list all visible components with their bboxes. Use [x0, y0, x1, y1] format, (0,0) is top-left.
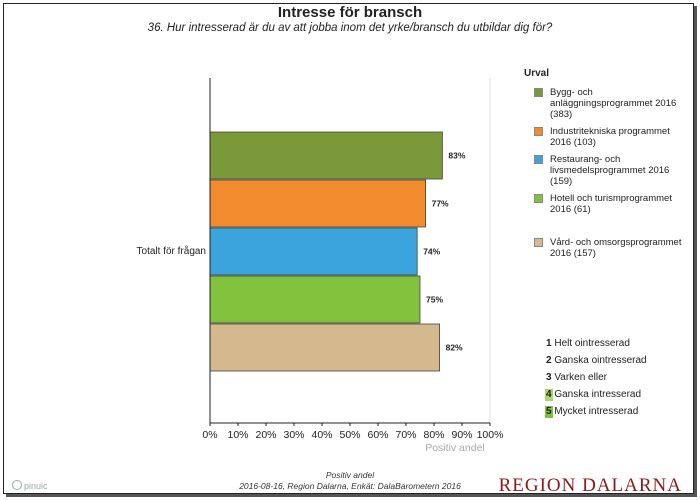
bar-series-5	[209, 323, 441, 372]
scale-label: Ganska intresserad	[551, 389, 642, 400]
x-tick-label: 80%	[423, 429, 444, 441]
scale-label: Helt ointresserad	[551, 338, 630, 349]
legend-swatch	[534, 127, 543, 136]
scale-item: 2 Ganska ointresserad	[546, 355, 647, 367]
scale-item: 1 Helt ointresserad	[546, 338, 630, 350]
scale-label: Varken eller	[551, 372, 607, 383]
axes-layer: 0% 10% 20% 30% 40% 50% 60% 70% 80% 90% 100%	[202, 78, 503, 441]
x-tick-label: 50%	[339, 429, 360, 441]
legend-swatch	[534, 238, 543, 247]
bar-data-label: 75%	[426, 295, 443, 305]
scale-number: 3	[546, 372, 552, 383]
scale-item: 3 Varken eller	[546, 372, 607, 384]
region-dalarna-logo: REGION DALARNA	[498, 475, 682, 496]
legend-swatch	[534, 155, 543, 164]
bar-series-1	[209, 131, 443, 180]
x-axis-label: Positiv andel	[425, 442, 485, 454]
bar-chart: 83% 77% 74% 75% 82% 0% 10% 20% 30% 40% 50% 60% 70% 8…	[137, 78, 503, 454]
bar-data-label: 83%	[448, 151, 465, 161]
legend-label: Restaurang- och livsmedelsprogrammet 201…	[550, 154, 670, 187]
x-tick-label: 30%	[283, 429, 304, 441]
bar-data-label: 82%	[446, 343, 463, 353]
x-tick-label: 70%	[395, 429, 416, 441]
legend-label: Hotell och turismprogrammet 2016 (61)	[550, 193, 672, 215]
brand-left-text: pinuic	[24, 481, 48, 491]
chart-subtitle: 36. Hur intresserad är du av att jobba i…	[147, 22, 553, 34]
legend-label: Bygg- och anläggningsprogrammet 2016 (38…	[550, 87, 677, 120]
scale-item: 4 Ganska intresserad	[545, 389, 642, 401]
chart-title: Intresse för bransch	[277, 4, 423, 21]
category-label: Totalt för frågan	[137, 245, 206, 257]
x-tick-label: 40%	[311, 429, 332, 441]
logo-icon	[12, 480, 22, 490]
bars-layer: 83% 77% 74% 75% 82%	[209, 131, 466, 372]
bar-series-4	[209, 275, 421, 324]
scale-highlight	[545, 389, 553, 401]
x-tick-label: 100%	[477, 429, 504, 441]
x-tick-label: 60%	[367, 429, 388, 441]
bar-series-3	[209, 227, 418, 276]
legend-swatch	[534, 88, 543, 97]
scale-highlight	[545, 406, 553, 418]
scale-item: 5 Mycket intresserad	[545, 406, 639, 418]
x-tick-label: 0%	[202, 429, 217, 441]
scale-number: 2	[546, 355, 552, 366]
x-tick-label: 90%	[451, 429, 472, 441]
bar-data-label: 74%	[423, 247, 440, 257]
scale-label: Ganska ointresserad	[551, 355, 647, 366]
scale-number: 1	[546, 338, 552, 349]
legend-label: Industritekniska programmet 2016 (103)	[550, 126, 670, 148]
footer-source: 2016-08-16, Region Dalarna, Enkät: DalaB…	[239, 481, 461, 491]
bar-data-label: 77%	[432, 199, 449, 209]
scale-number: 4	[546, 389, 552, 400]
scale-number: 5	[546, 406, 552, 417]
legend-swatch	[534, 194, 543, 203]
scale-label: Mycket intresserad	[551, 406, 639, 417]
x-tick-label: 20%	[255, 429, 276, 441]
footer-caption: Positiv andel	[325, 470, 375, 480]
legend-title: Urval	[524, 68, 550, 79]
brand-logo-left: pinuic	[12, 480, 48, 491]
x-tick-label: 10%	[227, 429, 248, 441]
legend-label: Vård- och omsorgsprogrammet 2016 (157)	[550, 237, 682, 259]
bar-series-2	[209, 179, 427, 228]
